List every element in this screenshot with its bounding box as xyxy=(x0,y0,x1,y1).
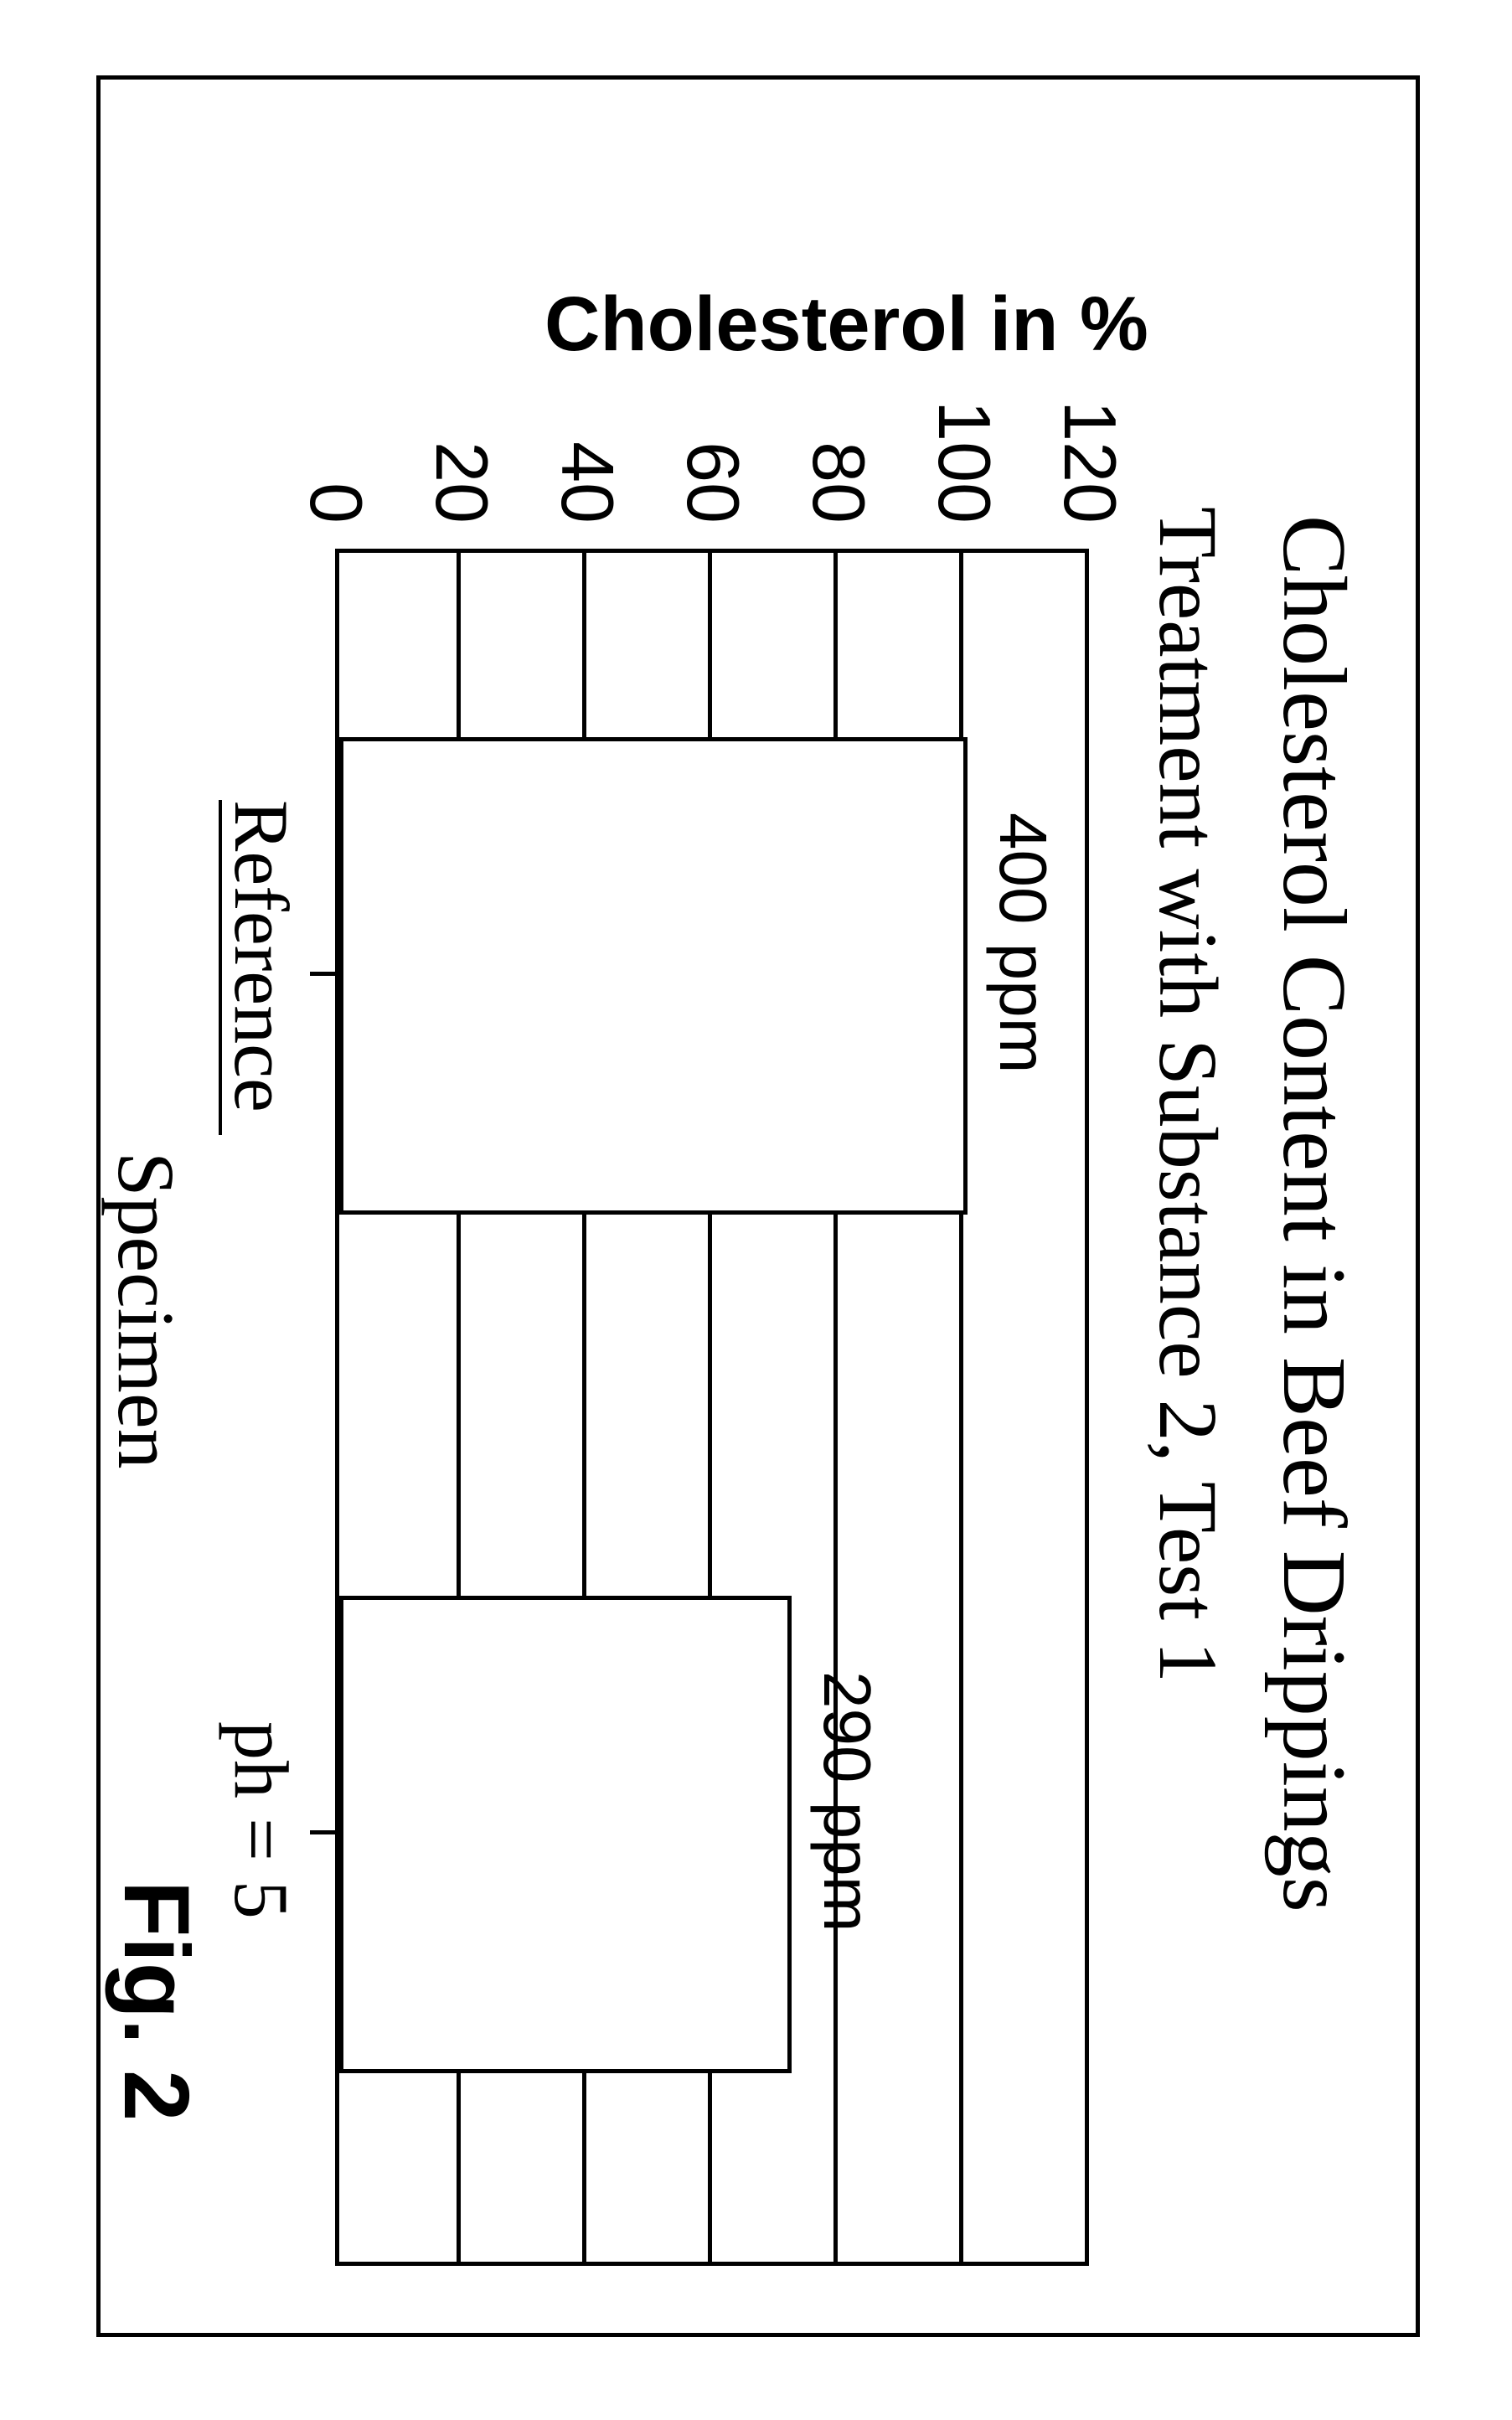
y-tick-labels: 120 100 80 60 40 20 0 xyxy=(379,331,1133,524)
x-axis-title: Specimen xyxy=(100,1152,193,1469)
bar-label-ph5: 290 ppm xyxy=(808,1671,885,1932)
chart-frame: Cholesterol Content in Beef Drippings Tr… xyxy=(96,75,1420,2337)
chart-subtitle: Treatment with Substance 2, Test 1 xyxy=(1140,507,1236,2199)
bar-label-reference: 400 ppm xyxy=(984,813,1061,1073)
bar-ph5 xyxy=(339,1596,792,2073)
chart-title: Cholesterol Content in Beef Drippings xyxy=(1262,515,1365,2199)
x-tick-mark xyxy=(310,1830,335,1834)
bar-reference xyxy=(339,737,968,1215)
y-tick: 80 xyxy=(796,331,881,524)
x-tick-mark xyxy=(310,972,335,976)
plot-area: 400 ppm 290 ppm xyxy=(335,549,1089,2266)
reference-underline xyxy=(219,800,222,1135)
y-tick: 40 xyxy=(544,331,630,524)
figure-label: Fig. 2 xyxy=(103,1881,209,2121)
x-cat-label-reference: Reference xyxy=(217,800,306,1112)
y-tick: 60 xyxy=(670,331,756,524)
page: Cholesterol Content in Beef Drippings Tr… xyxy=(0,0,1512,2420)
y-tick: 120 xyxy=(1047,331,1133,524)
chart-titles: Cholesterol Content in Beef Drippings Tr… xyxy=(1140,440,1365,2199)
rotated-wrapper: Cholesterol Content in Beef Drippings Tr… xyxy=(0,0,1512,2420)
x-cat-label-ph5: ph = 5 xyxy=(217,1721,306,1919)
y-tick: 100 xyxy=(921,331,1007,524)
x-axis-ticks xyxy=(302,549,335,2266)
y-tick: 20 xyxy=(419,331,504,524)
y-tick: 0 xyxy=(293,331,379,524)
